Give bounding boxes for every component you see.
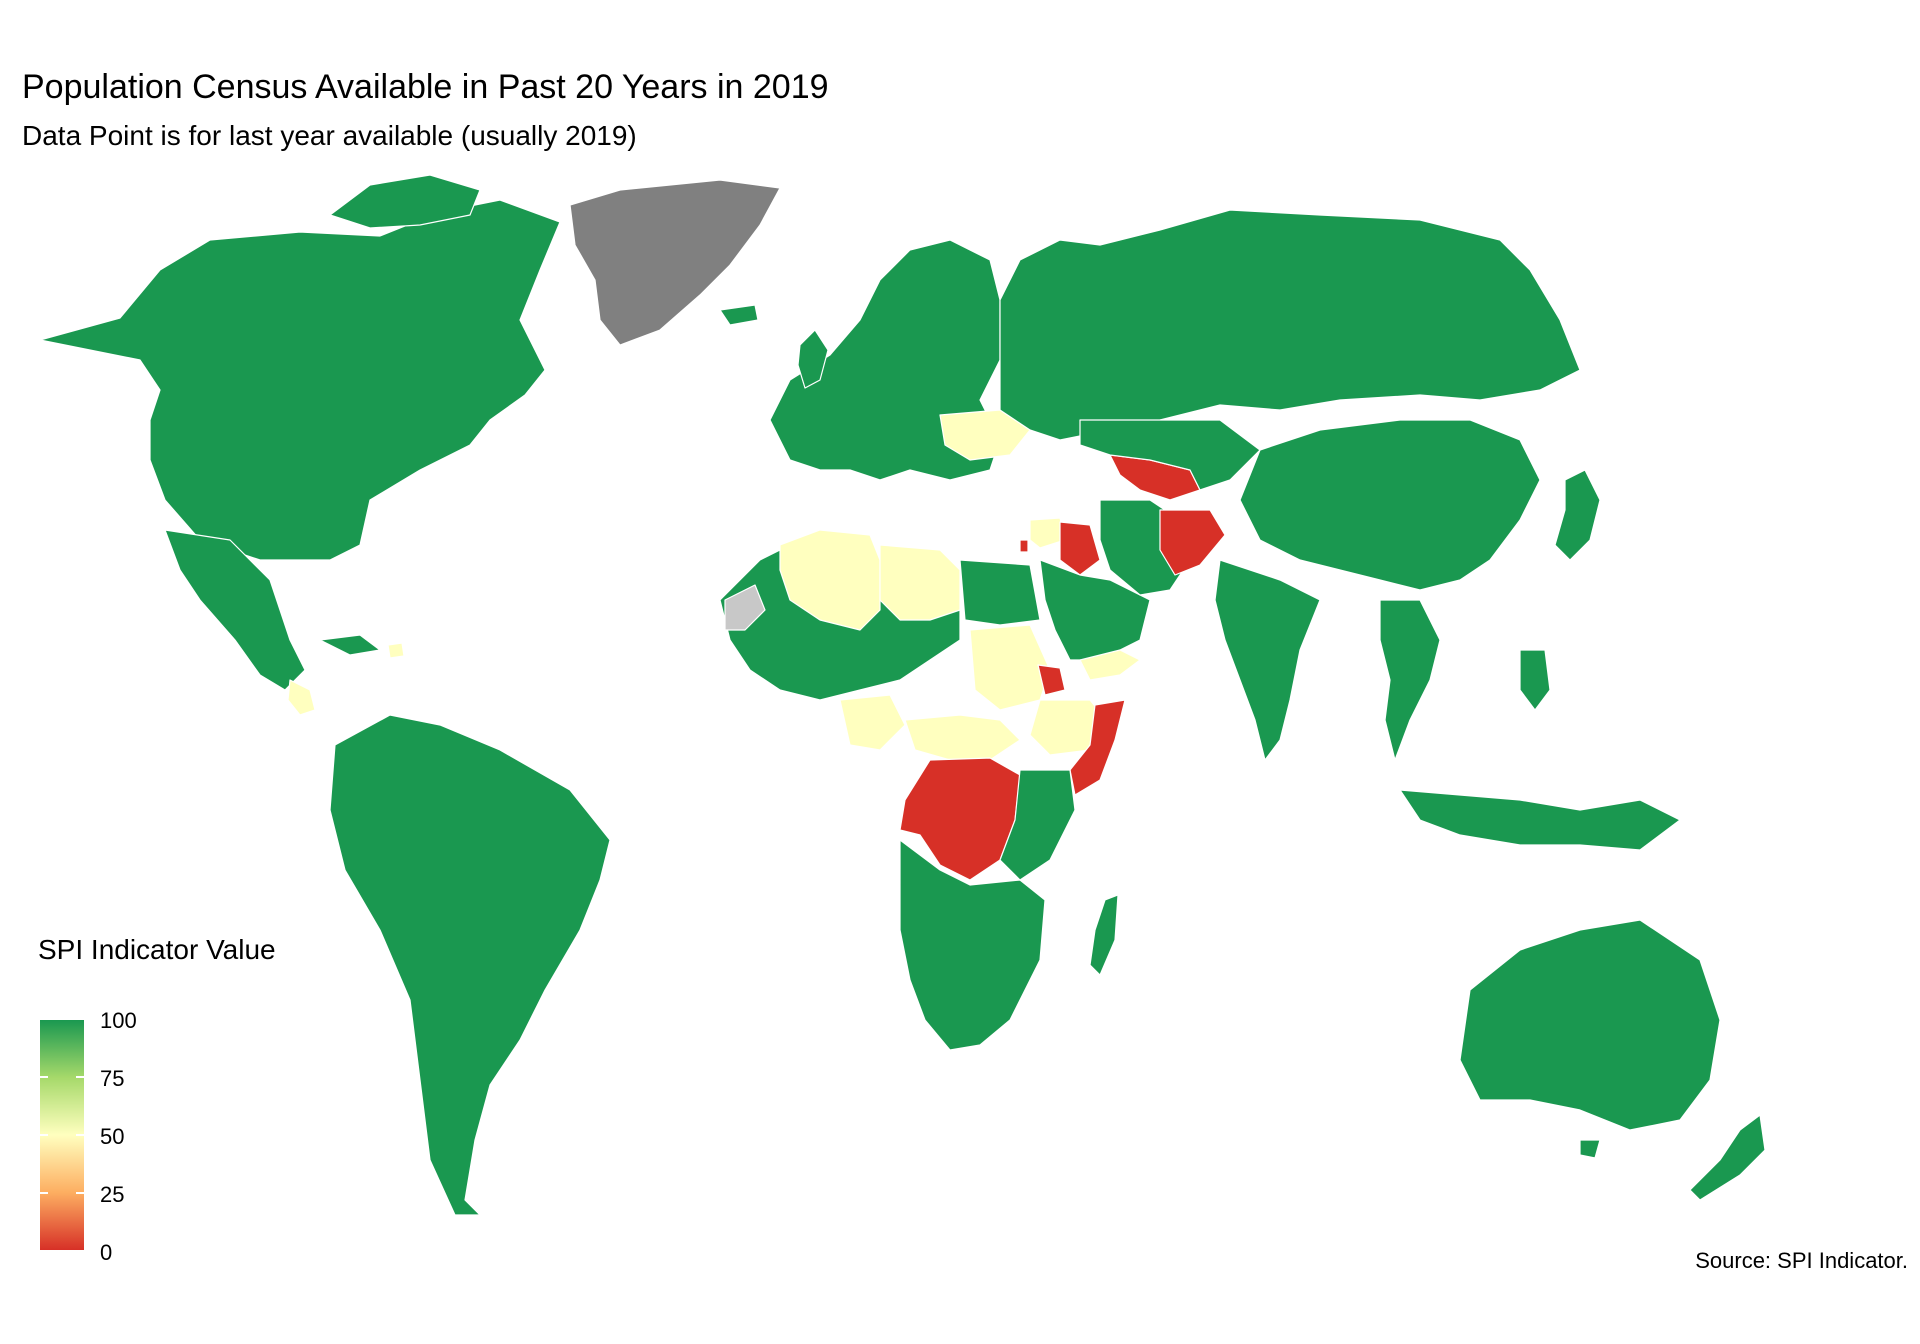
region-car-southsudan bbox=[904, 714, 1021, 761]
region-iraq bbox=[1059, 521, 1101, 576]
region-australia bbox=[1459, 919, 1721, 1131]
region-central-america bbox=[164, 529, 306, 691]
map-legend: SPI Indicator Value 100 75 50 25 0 bbox=[38, 934, 276, 1264]
legend-tick-label: 75 bbox=[100, 1066, 125, 1091]
region-japan bbox=[1554, 469, 1601, 561]
region-caribbean bbox=[319, 634, 381, 656]
region-central-asia bbox=[1079, 419, 1261, 491]
region-indonesia bbox=[1399, 789, 1681, 851]
region-tasmania bbox=[1579, 1139, 1601, 1159]
legend-tick-mark bbox=[40, 1192, 84, 1194]
region-haiti bbox=[387, 642, 405, 659]
legend-title: SPI Indicator Value bbox=[38, 934, 276, 965]
legend-tick-label: 100 bbox=[100, 1008, 137, 1033]
region-eritrea bbox=[1037, 664, 1066, 696]
legend-tick-label: 25 bbox=[100, 1182, 125, 1207]
region-southern-africa bbox=[899, 839, 1046, 1051]
region-india bbox=[1214, 559, 1321, 761]
map-title: Population Census Available in Past 20 Y… bbox=[22, 68, 829, 106]
legend-tick-label: 0 bbox=[100, 1240, 113, 1265]
region-nicaragua bbox=[287, 679, 316, 716]
region-iceland bbox=[719, 304, 759, 326]
source-caption: Source: SPI Indicator. bbox=[1695, 1248, 1908, 1273]
region-drc bbox=[899, 757, 1021, 881]
region-south-america bbox=[329, 714, 611, 1216]
legend-tick-label: 50 bbox=[100, 1124, 125, 1149]
region-somalia bbox=[1069, 699, 1126, 796]
region-southeast-asia bbox=[1379, 599, 1441, 761]
region-afghanistan bbox=[1159, 509, 1226, 576]
legend-tick-mark bbox=[40, 1134, 84, 1136]
legend-tick-mark bbox=[40, 1076, 84, 1078]
region-china bbox=[1239, 419, 1541, 591]
region-yemen bbox=[1079, 649, 1141, 681]
region-philippines bbox=[1519, 649, 1551, 711]
region-nigeria bbox=[839, 694, 906, 751]
region-lebanon bbox=[1019, 539, 1029, 553]
region-algeria bbox=[779, 529, 881, 631]
region-egypt bbox=[959, 559, 1041, 626]
region-uk bbox=[797, 329, 829, 389]
region-east-africa bbox=[999, 769, 1076, 881]
region-north-america-islands bbox=[329, 174, 481, 229]
region-new-zealand bbox=[1689, 1114, 1766, 1201]
region-greenland bbox=[569, 179, 781, 346]
region-russia bbox=[999, 209, 1581, 441]
region-syria bbox=[1029, 517, 1066, 549]
region-north-america bbox=[39, 199, 561, 561]
region-libya bbox=[879, 544, 961, 621]
map-subtitle: Data Point is for last year available (u… bbox=[22, 120, 637, 151]
region-madagascar bbox=[1089, 894, 1119, 976]
region-western-sahara bbox=[724, 584, 766, 631]
